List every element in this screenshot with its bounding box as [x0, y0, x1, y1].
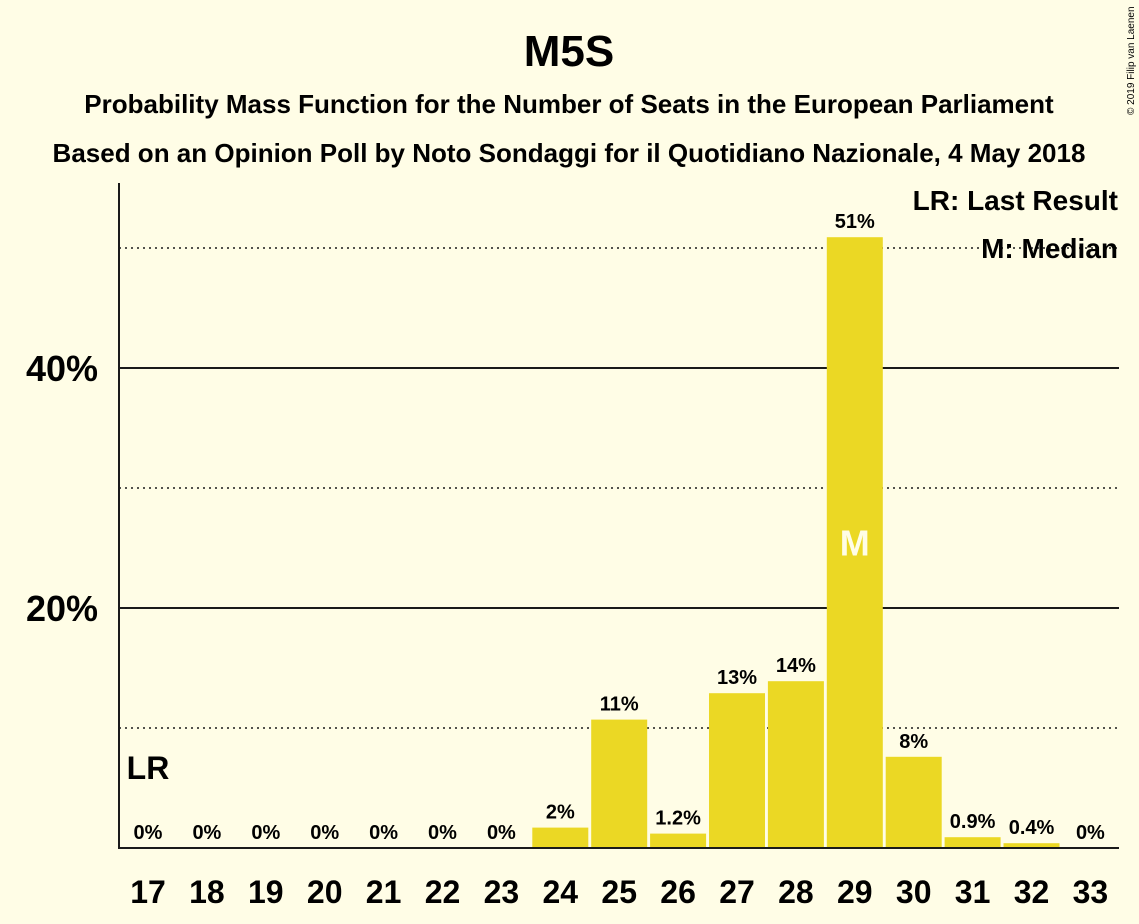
y-tick-label: 20%: [26, 588, 98, 629]
last-result-marker: LR: [127, 750, 170, 786]
x-tick-label: 22: [425, 874, 461, 910]
bar: [532, 827, 589, 848]
bar: [1003, 843, 1060, 848]
x-tick-label: 27: [719, 874, 755, 910]
x-tick-label: 20: [307, 874, 343, 910]
x-tick-label: 31: [955, 874, 991, 910]
data-label: 13%: [717, 667, 757, 689]
data-label: 14%: [776, 655, 816, 677]
bar: [826, 237, 883, 848]
x-tick-label: 19: [248, 874, 284, 910]
legend-median: M: Median: [981, 233, 1118, 264]
data-label: 0.4%: [1009, 817, 1055, 839]
y-tick-label: 40%: [26, 348, 98, 389]
data-label: 2%: [546, 802, 575, 824]
chart-title: M5S: [524, 27, 614, 76]
copyright-notice: © 2019 Filip van Laenen: [1126, 6, 1137, 115]
bar: [767, 681, 824, 848]
x-tick-label: 32: [1014, 874, 1050, 910]
x-tick-label: 28: [778, 874, 814, 910]
data-label: 0.9%: [950, 811, 996, 833]
x-tick-labels: 17 18 19 20 21 22 23 24 25 26 27 28 29 30 31 32 33: [130, 874, 1108, 910]
y-tick-labels: 20% 40%: [26, 348, 98, 629]
x-tick-label: 23: [484, 874, 520, 910]
x-tick-label: 25: [601, 874, 637, 910]
gridlines: [119, 247, 1119, 729]
data-label: 11%: [600, 694, 639, 716]
x-tick-label: 29: [837, 874, 873, 910]
data-label: 0%: [428, 822, 457, 844]
data-label: 51%: [835, 211, 875, 233]
legend-last-result: LR: Last Result: [913, 185, 1118, 216]
median-marker: M: [840, 523, 870, 564]
data-label: 0%: [487, 822, 516, 844]
x-tick-label: 30: [896, 874, 932, 910]
x-tick-label: 26: [660, 874, 696, 910]
data-label: 0%: [1076, 822, 1105, 844]
bar: [885, 756, 942, 848]
data-label: 0%: [134, 822, 163, 844]
x-tick-label: 21: [366, 874, 402, 910]
bars: M: [532, 237, 1060, 848]
chart-subtitle-source: Based on an Opinion Poll by Noto Sondagg…: [53, 138, 1086, 168]
data-label: 0%: [251, 822, 280, 844]
data-label: 1.2%: [655, 808, 701, 830]
x-tick-label: 24: [543, 874, 579, 910]
x-tick-label: 17: [130, 874, 166, 910]
data-label: 0%: [310, 822, 339, 844]
data-label: 0%: [192, 822, 221, 844]
x-tick-label: 18: [189, 874, 225, 910]
data-labels: 0% LR 0% 0% 0% 0% 0% 0% 2% 11% 1.2% 13% 14% 51% 8% 0.9%…: [127, 211, 1105, 844]
bar: [944, 837, 1001, 848]
data-label: 8%: [899, 731, 928, 753]
bar: [650, 833, 707, 848]
x-tick-label: 33: [1073, 874, 1109, 910]
bar: [591, 719, 648, 848]
chart-subtitle: Probability Mass Function for the Number…: [84, 89, 1054, 119]
data-label: 0%: [369, 822, 398, 844]
bar: [709, 693, 765, 848]
